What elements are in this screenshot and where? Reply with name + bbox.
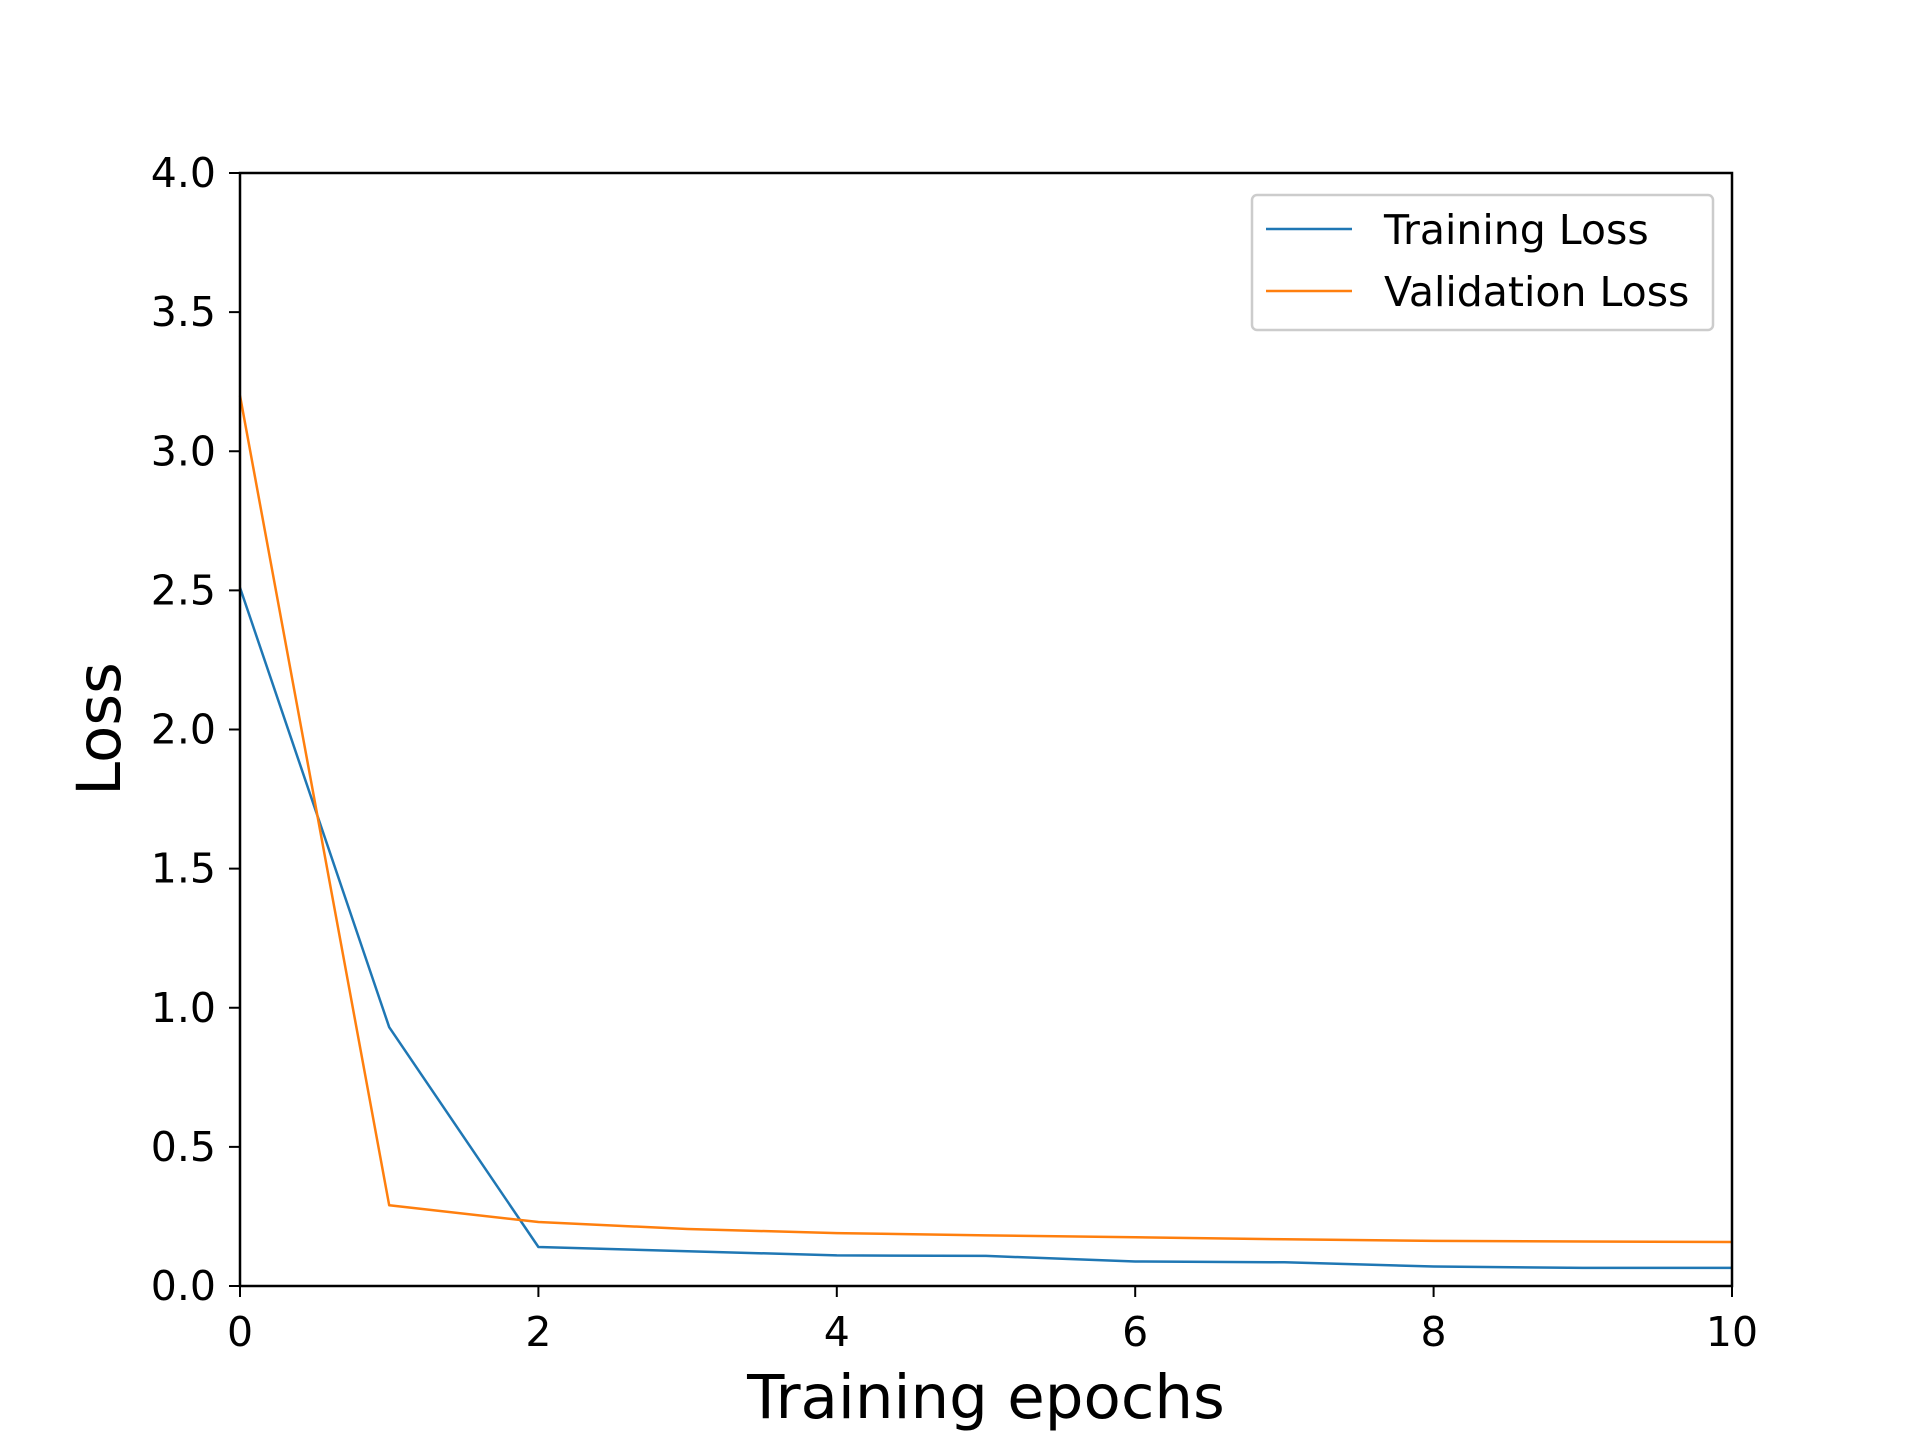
x-tick-label: 10 [1706,1308,1758,1356]
legend-label-training-loss: Training Loss [1383,206,1649,254]
x-tick-label: 2 [525,1308,551,1356]
x-tick-label: 6 [1122,1308,1148,1356]
x-tick-label: 8 [1421,1308,1447,1356]
y-tick-label: 1.5 [151,845,216,893]
y-axis: 0.0 0.5 1.0 1.5 2.0 2.5 3.0 3.5 4.0 [151,149,240,1310]
y-axis-label: Loss [64,662,135,796]
y-tick-label: 2.0 [151,706,216,754]
y-tick-label: 4.0 [151,149,216,197]
x-tick-label: 4 [824,1308,850,1356]
plot-area [240,173,1732,1286]
y-tick-label: 0.0 [151,1262,216,1310]
legend: Training Loss Validation Loss [1250,193,1715,332]
legend-box [1250,193,1715,332]
series-line-validation-loss [238,395,1733,1244]
x-tick-label: 0 [227,1308,253,1356]
x-axis: 0 2 4 6 8 10 [227,1286,1758,1356]
y-tick-label: 1.0 [151,984,216,1032]
series-line-training-loss [238,587,1732,1270]
y-tick-label: 3.5 [151,288,216,336]
series-layer [238,395,1733,1270]
legend-label-validation-loss: Validation Loss [1384,268,1689,316]
y-tick-label: 2.5 [151,566,216,614]
x-axis-label: Training epochs [746,1362,1225,1433]
y-tick-label: 3.0 [151,427,216,475]
y-tick-label: 0.5 [151,1123,216,1171]
